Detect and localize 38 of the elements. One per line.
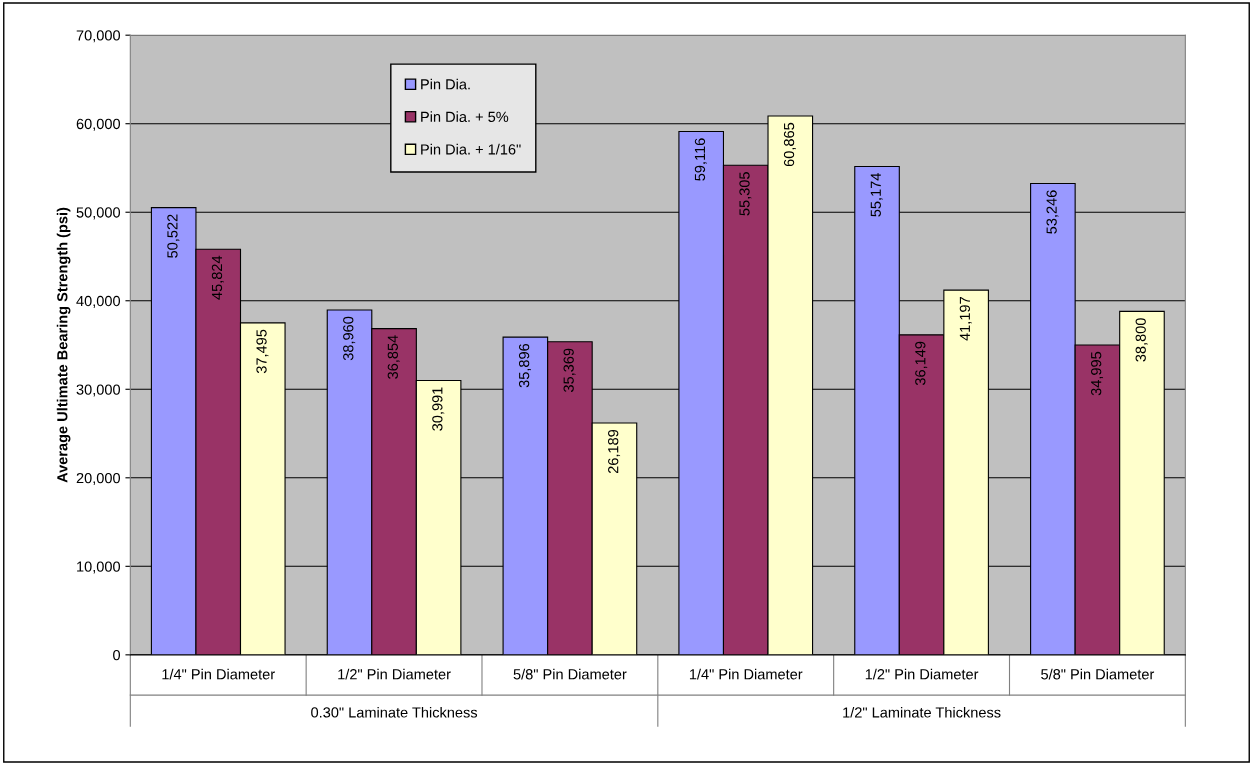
y-tick-label: 40,000 xyxy=(76,295,121,308)
data-label: 53,246 xyxy=(1046,190,1059,234)
data-label: 36,149 xyxy=(915,341,928,386)
data-label: 36,854 xyxy=(387,335,400,379)
legend-label: Pin Dia. + 1/16" xyxy=(421,143,521,155)
y-tick-label: 30,000 xyxy=(76,384,121,397)
data-label: 35,369 xyxy=(563,348,576,392)
data-label: 50,522 xyxy=(167,214,180,258)
data-label: 34,995 xyxy=(1091,351,1104,396)
data-label: 59,116 xyxy=(694,138,707,181)
y-tick-label: 0 xyxy=(113,649,121,661)
y-tick-label: 60,000 xyxy=(76,118,121,131)
text: 1/2" Laminate Thickness xyxy=(843,706,1001,718)
data-label: 55,174 xyxy=(870,173,883,217)
data-label: 37,495 xyxy=(256,329,269,374)
text: 0.30" Laminate Thickness xyxy=(311,706,478,718)
data-label: 38,800 xyxy=(1135,318,1148,362)
data-label: 41,197 xyxy=(959,297,972,341)
x-tick-label: 1/2" Pin Diameter xyxy=(338,668,451,680)
x-tick-label: 1/4" Pin Diameter xyxy=(162,668,275,680)
data-label: 45,824 xyxy=(211,255,224,300)
data-label: 60,865 xyxy=(783,122,796,167)
x-tick-label: 5/8" Pin Diameter xyxy=(513,668,627,680)
data-label: 35,896 xyxy=(518,343,531,388)
data-label: 55,305 xyxy=(739,172,752,216)
y-axis-title: Average Ultimate Bearing Strength (psi) xyxy=(56,207,71,483)
y-tick-label: 50,000 xyxy=(76,207,121,220)
y-tick-label: 10,000 xyxy=(77,561,121,574)
y-tick-label: 70,000 xyxy=(76,30,121,43)
data-label: 30,991 xyxy=(432,387,445,431)
x-tick-label: 5/8" Pin Diameter xyxy=(1041,668,1155,680)
data-label: 26,189 xyxy=(608,429,621,474)
x-tick-label: 1/2" Pin Diameter xyxy=(865,668,979,680)
legend-label: Pin Dia. + 5% xyxy=(421,111,509,123)
x-tick-label: 1/4" Pin Diameter xyxy=(689,668,803,680)
legend-label: Pin Dia. xyxy=(421,78,470,90)
data-label: 38,960 xyxy=(343,316,356,361)
y-tick-label: 20,000 xyxy=(76,472,121,485)
